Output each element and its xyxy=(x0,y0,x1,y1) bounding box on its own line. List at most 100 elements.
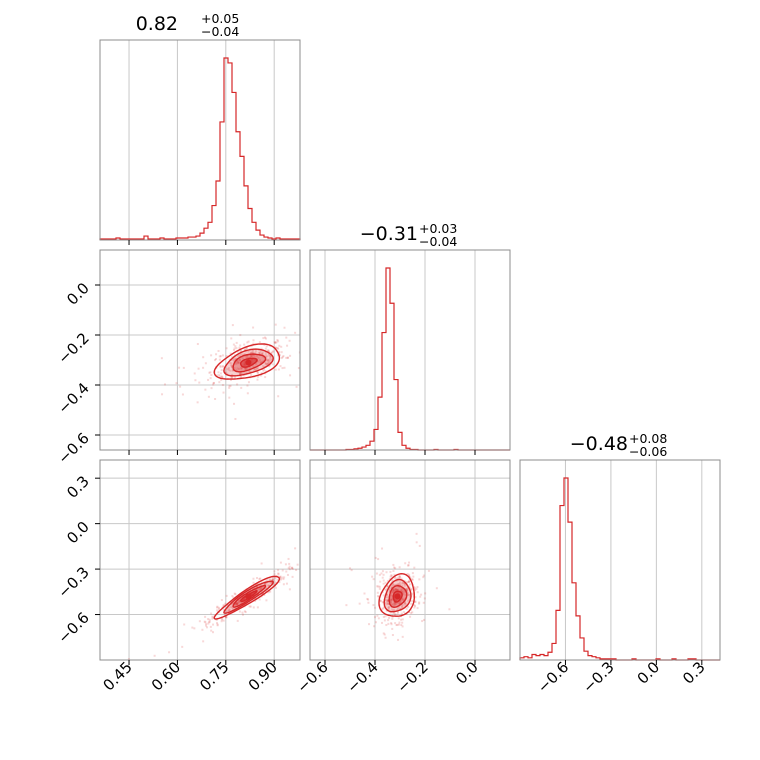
sample-point xyxy=(410,612,413,615)
sample-point xyxy=(261,586,264,589)
sample-point xyxy=(252,349,255,352)
sample-point xyxy=(288,568,291,571)
sample-point xyxy=(396,623,399,626)
sample-point xyxy=(212,381,215,384)
sample-point xyxy=(224,615,227,618)
sample-point xyxy=(383,588,386,591)
sample-point xyxy=(255,576,258,579)
y-tick-label-p2: −0.4 xyxy=(54,379,92,417)
sample-point xyxy=(202,640,205,643)
sample-point xyxy=(401,635,404,638)
sample-point xyxy=(405,588,408,591)
sample-point xyxy=(393,590,396,593)
sample-point xyxy=(235,347,238,350)
sample-point xyxy=(260,581,263,584)
sample-point xyxy=(283,576,286,579)
sample-point xyxy=(225,616,228,619)
title-p2-value: −0.31 xyxy=(360,223,418,245)
sample-point xyxy=(411,572,414,575)
sample-point xyxy=(390,592,393,595)
sample-point xyxy=(255,583,258,586)
sample-point xyxy=(404,583,407,586)
sample-point xyxy=(400,623,403,626)
title-p1-minus: −0.04 xyxy=(201,24,239,39)
sample-point xyxy=(392,563,395,566)
sample-point xyxy=(411,592,414,595)
sample-point xyxy=(234,361,237,364)
sample-point xyxy=(255,583,258,586)
histogram-panel-p1 xyxy=(99,39,301,241)
sample-point xyxy=(398,602,401,605)
sample-point xyxy=(229,611,232,614)
sample-point xyxy=(241,593,244,596)
title-p1-value: 0.82 xyxy=(136,13,178,35)
sample-point xyxy=(407,575,410,578)
sample-point xyxy=(391,634,394,637)
sample-point xyxy=(401,606,404,609)
sample-point xyxy=(260,362,263,365)
sample-point xyxy=(413,587,416,590)
sample-point xyxy=(391,578,394,581)
sample-point xyxy=(383,633,386,636)
sample-point xyxy=(391,585,394,588)
sample-point xyxy=(215,353,218,356)
sample-point xyxy=(183,623,186,626)
sample-point xyxy=(396,589,399,592)
sample-point xyxy=(270,355,273,358)
sample-point xyxy=(232,608,235,611)
sample-point xyxy=(394,576,397,579)
sample-point xyxy=(267,359,270,362)
sample-point xyxy=(400,618,403,621)
sample-point xyxy=(393,589,396,592)
sample-point xyxy=(246,384,249,387)
sample-point xyxy=(402,599,405,602)
y-tick-label-p3: 0.3 xyxy=(63,472,93,502)
sample-point xyxy=(397,638,400,641)
sample-point xyxy=(260,347,263,350)
sample-point xyxy=(418,544,421,547)
sample-point xyxy=(286,344,289,347)
sample-point xyxy=(233,358,236,361)
sample-point xyxy=(247,350,250,353)
sample-point xyxy=(234,417,237,420)
sample-point xyxy=(395,583,398,586)
sample-point xyxy=(268,351,271,354)
sample-point xyxy=(238,358,241,361)
sample-point xyxy=(288,562,291,565)
sample-point xyxy=(204,388,207,391)
sample-point xyxy=(181,645,184,648)
sample-point xyxy=(233,360,236,363)
sample-point xyxy=(212,616,215,619)
sample-point xyxy=(384,596,387,599)
joint-content xyxy=(160,322,300,420)
sample-point xyxy=(402,582,405,585)
sample-point xyxy=(286,573,289,576)
sample-point xyxy=(409,593,412,596)
sample-point xyxy=(401,597,404,600)
sample-point xyxy=(390,603,393,606)
sample-point xyxy=(253,368,256,371)
sample-point xyxy=(423,618,426,621)
sample-point xyxy=(422,576,425,579)
sample-point xyxy=(376,595,379,598)
sample-point xyxy=(201,628,204,631)
sample-point xyxy=(396,601,399,604)
sample-point xyxy=(373,625,376,628)
sample-point xyxy=(279,354,282,357)
sample-point xyxy=(393,566,396,569)
sample-point xyxy=(414,605,417,608)
sample-point xyxy=(384,599,387,602)
sample-point xyxy=(241,595,244,598)
sample-point xyxy=(378,587,381,590)
sample-point xyxy=(252,326,255,329)
sample-point xyxy=(196,401,199,404)
sample-point xyxy=(400,605,403,608)
sample-point xyxy=(234,602,237,605)
sample-point xyxy=(273,573,276,576)
sample-point xyxy=(398,566,401,569)
sample-point xyxy=(225,347,228,350)
sample-point xyxy=(280,351,283,354)
sample-point xyxy=(251,351,254,354)
sample-point xyxy=(404,602,407,605)
sample-point xyxy=(277,354,280,357)
